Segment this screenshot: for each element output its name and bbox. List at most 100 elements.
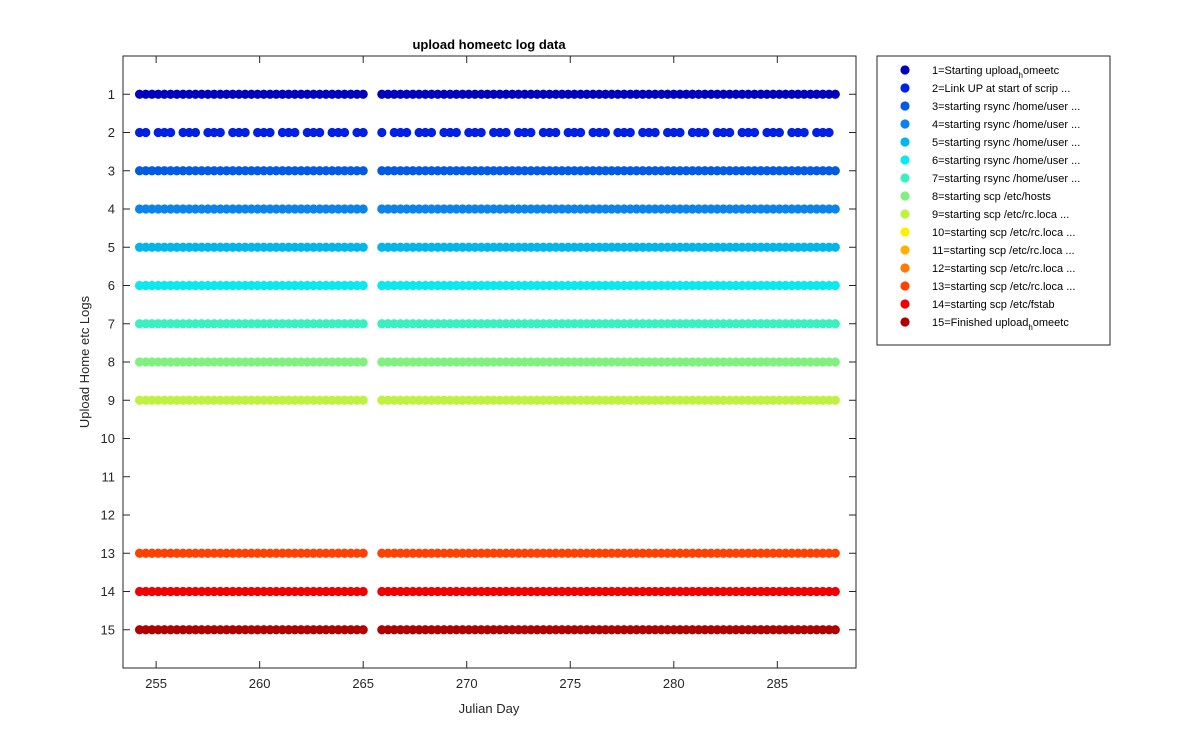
data-point [830,586,840,597]
data-point [650,127,660,138]
data-point [551,127,561,138]
y-tick-label: 14 [101,584,115,599]
x-axis-title: Julian Day [459,701,520,716]
data-point [830,242,840,252]
data-point [830,166,840,176]
data-point [265,127,275,138]
data-point [799,127,809,138]
data-point [402,127,412,138]
legend-label: 15=Finished uploadhomeetc [932,317,1069,332]
legend-marker [900,209,910,219]
data-point [824,127,834,138]
legend-label: 11=starting scp /etc/rc.loca ... [932,245,1075,257]
data-point [358,280,368,291]
legend-marker [900,119,910,129]
legend-marker [900,317,910,327]
data-point [774,127,784,138]
legend-entry-3: 3=starting rsync /home/user ... [900,101,1080,113]
series-9-points [134,395,840,405]
legend-marker [900,227,910,237]
legend-entry-13: 13=starting scp /etc/rc.loca ... [900,281,1075,293]
legend-entry-8: 8=starting scp /etc/hosts [900,191,1051,203]
data-point [576,127,586,138]
data-point [675,127,685,138]
series-1-points [134,89,840,99]
legend-label: 13=starting scp /etc/rc.loca ... [932,281,1075,293]
x-tick-label: 260 [249,676,271,691]
data-point [830,204,840,214]
legend-entry-9: 9=starting scp /etc/rc.loca ... [900,209,1069,221]
data-point [358,586,368,597]
data-points [134,89,840,635]
y-tick-label: 9 [108,393,115,408]
y-tick-label: 1 [108,87,115,102]
series-13-points [134,548,840,558]
legend-marker [900,137,910,147]
legend-entry-11: 11=starting scp /etc/rc.loca ... [900,245,1075,257]
data-point [190,127,201,138]
legend-entry-5: 5=starting rsync /home/user ... [900,137,1080,149]
series-3-points [134,166,840,176]
series-8-points [134,357,840,367]
y-tick-label: 4 [108,202,115,217]
y-tick-label: 6 [108,278,115,293]
y-tick-label: 7 [108,316,115,331]
series-15-points [134,625,840,635]
legend-marker [900,173,910,183]
data-point [700,127,710,138]
legend-entry-12: 12=starting scp /etc/rc.loca ... [900,263,1075,275]
legend-entry-15: 15=Finished uploadhomeetc [900,317,1069,332]
legend: 1=Starting uploadhomeetc 2=Link UP at sta… [900,65,1080,332]
data-point [358,625,368,635]
data-point [600,127,611,138]
legend-marker [900,155,910,165]
chart-title: upload homeetc log data [412,37,566,52]
legend-entry-7: 7=starting rsync /home/user ... [900,173,1080,185]
data-point [426,127,437,138]
y-axis-title: Upload Home etc Logs [77,295,92,428]
data-point [358,89,368,99]
legend-marker [900,191,910,201]
data-point [358,548,368,558]
legend-entry-10: 10=starting scp /etc/rc.loca ... [900,227,1075,239]
data-point [166,127,176,138]
x-tick-label: 265 [352,676,374,691]
y-tick-label: 5 [108,240,115,255]
y-tick-label: 2 [108,125,115,140]
x-tick-label: 270 [456,676,478,691]
data-point [830,89,840,99]
data-point [830,319,840,329]
y-tick-label: 3 [108,163,115,178]
legend-label: 10=starting scp /etc/rc.loca ... [932,227,1075,239]
x-tick-label: 275 [559,676,581,691]
data-point [315,127,325,138]
y-tick-label: 15 [101,622,115,637]
series-14-points [134,586,840,597]
legend-label: 7=starting rsync /home/user ... [932,173,1080,185]
legend-marker [900,263,910,273]
series-7-points [134,319,840,329]
data-point [749,127,760,138]
legend-marker [900,83,910,93]
legend-label: 5=starting rsync /home/user ... [932,137,1080,149]
data-point [215,127,225,138]
data-point [358,204,368,214]
data-point [358,395,368,405]
legend-label: 6=starting rsync /home/user ... [932,155,1080,167]
x-tick-label: 285 [766,676,788,691]
legend-entry-4: 4=starting rsync /home/user ... [900,119,1080,131]
series-5-points [134,242,840,252]
legend-marker [900,65,910,75]
data-point [830,625,840,635]
data-point [358,242,368,252]
data-point [377,127,387,138]
y-tick-label: 13 [101,546,115,561]
data-point [141,127,151,138]
legend-marker [900,281,910,291]
axes: 255 260 265 270 275 280 2851234567891011121314… [101,56,856,691]
series-4-points [134,204,840,214]
legend-entry-2: 2=Link UP at start of scrip ... [900,83,1070,95]
legend-label: 2=Link UP at start of scrip ... [932,83,1070,95]
data-point [290,127,300,138]
data-point [830,548,840,558]
